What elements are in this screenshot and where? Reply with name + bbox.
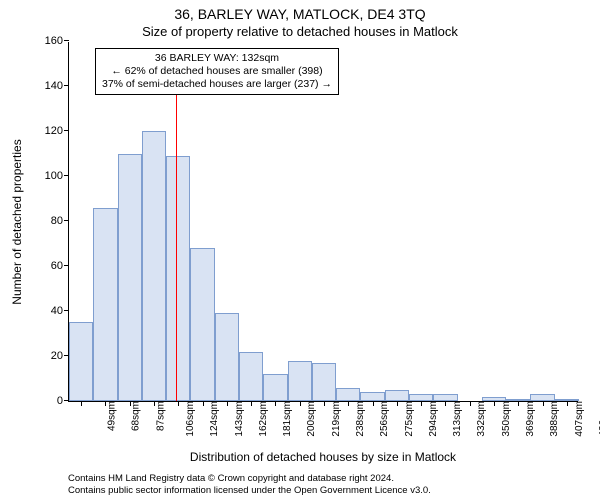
histogram-bar xyxy=(288,361,312,402)
x-tick-mark xyxy=(178,401,179,406)
x-tick-label: 238sqm xyxy=(353,401,366,437)
x-tick-mark xyxy=(543,401,544,406)
x-tick-label: 200sqm xyxy=(305,401,318,437)
x-tick-label: 143sqm xyxy=(232,401,245,437)
x-tick-mark xyxy=(81,401,82,406)
histogram-bar xyxy=(312,363,336,401)
x-tick-mark xyxy=(470,401,471,406)
x-tick-label: 407sqm xyxy=(572,401,585,437)
histogram-bar xyxy=(142,131,166,401)
x-tick-label: 275sqm xyxy=(402,401,415,437)
x-axis-label: Distribution of detached houses by size … xyxy=(68,450,578,464)
histogram-bar xyxy=(360,392,384,401)
y-tick-label: 100 xyxy=(45,170,69,182)
page-subtitle: Size of property relative to detached ho… xyxy=(0,24,600,39)
x-tick-mark xyxy=(445,401,446,406)
x-tick-label: 369sqm xyxy=(523,401,536,437)
histogram-bar xyxy=(385,390,409,401)
x-tick-mark xyxy=(494,401,495,406)
y-tick-label: 120 xyxy=(45,125,69,137)
x-tick-mark xyxy=(567,401,568,406)
x-tick-label: 87sqm xyxy=(153,401,166,431)
x-tick-mark xyxy=(421,401,422,406)
y-tick-label: 40 xyxy=(51,305,69,317)
page-title: 36, BARLEY WAY, MATLOCK, DE4 3TQ xyxy=(0,6,600,22)
histogram-bar xyxy=(190,248,214,401)
x-tick-mark xyxy=(324,401,325,406)
copyright-line: Contains public sector information licen… xyxy=(68,485,578,496)
x-tick-label: 332sqm xyxy=(475,401,488,437)
histogram-bar xyxy=(336,388,360,402)
histogram-bar xyxy=(433,394,457,401)
reference-line xyxy=(176,70,177,401)
x-tick-mark xyxy=(251,401,252,406)
y-tick-label: 140 xyxy=(45,80,69,92)
y-tick-label: 20 xyxy=(51,350,69,362)
histogram-bar xyxy=(69,322,93,401)
y-tick-label: 0 xyxy=(57,395,69,407)
chart-container: 36, BARLEY WAY, MATLOCK, DE4 3TQ Size of… xyxy=(0,0,600,500)
x-tick-label: 162sqm xyxy=(256,401,269,437)
annotation-line: 36 BARLEY WAY: 132sqm xyxy=(102,52,332,65)
x-tick-label: 124sqm xyxy=(207,401,220,437)
annotation-line: 37% of semi-detached houses are larger (… xyxy=(102,78,332,91)
y-axis-label: Number of detached properties xyxy=(10,42,26,402)
x-tick-label: 313sqm xyxy=(450,401,463,437)
x-tick-mark xyxy=(203,401,204,406)
y-tick-label: 80 xyxy=(51,215,69,227)
histogram-bar xyxy=(239,352,263,402)
histogram-bar xyxy=(215,313,239,401)
plot-area: 02040608010012014016049sqm68sqm87sqm106s… xyxy=(68,42,578,402)
x-tick-label: 426sqm xyxy=(596,401,600,437)
x-tick-label: 294sqm xyxy=(426,401,439,437)
x-tick-mark xyxy=(227,401,228,406)
x-tick-label: 388sqm xyxy=(547,401,560,437)
x-tick-label: 256sqm xyxy=(377,401,390,437)
x-tick-mark xyxy=(397,401,398,406)
y-tick-label: 160 xyxy=(45,35,69,47)
copyright-line: Contains HM Land Registry data © Crown c… xyxy=(68,473,578,484)
x-tick-label: 350sqm xyxy=(499,401,512,437)
x-tick-mark xyxy=(105,401,106,406)
x-tick-mark xyxy=(348,401,349,406)
copyright-notice: Contains HM Land Registry data © Crown c… xyxy=(68,473,578,496)
histogram-bar xyxy=(263,374,287,401)
x-tick-mark xyxy=(130,401,131,406)
histogram-bar xyxy=(409,394,433,401)
x-tick-label: 68sqm xyxy=(129,401,142,431)
x-tick-label: 49sqm xyxy=(105,401,118,431)
x-tick-mark xyxy=(154,401,155,406)
x-tick-label: 219sqm xyxy=(329,401,342,437)
x-tick-mark xyxy=(275,401,276,406)
histogram-bar xyxy=(93,208,117,402)
histogram-bar xyxy=(166,156,190,401)
x-tick-mark xyxy=(300,401,301,406)
x-tick-mark xyxy=(518,401,519,406)
x-tick-mark xyxy=(373,401,374,406)
histogram-bar xyxy=(530,394,554,401)
x-tick-label: 106sqm xyxy=(183,401,196,437)
annotation-line: ← 62% of detached houses are smaller (39… xyxy=(102,65,332,78)
y-tick-label: 60 xyxy=(51,260,69,272)
histogram-bar xyxy=(118,154,142,402)
x-tick-label: 181sqm xyxy=(280,401,293,437)
annotation-box: 36 BARLEY WAY: 132sqm ← 62% of detached … xyxy=(95,48,339,95)
